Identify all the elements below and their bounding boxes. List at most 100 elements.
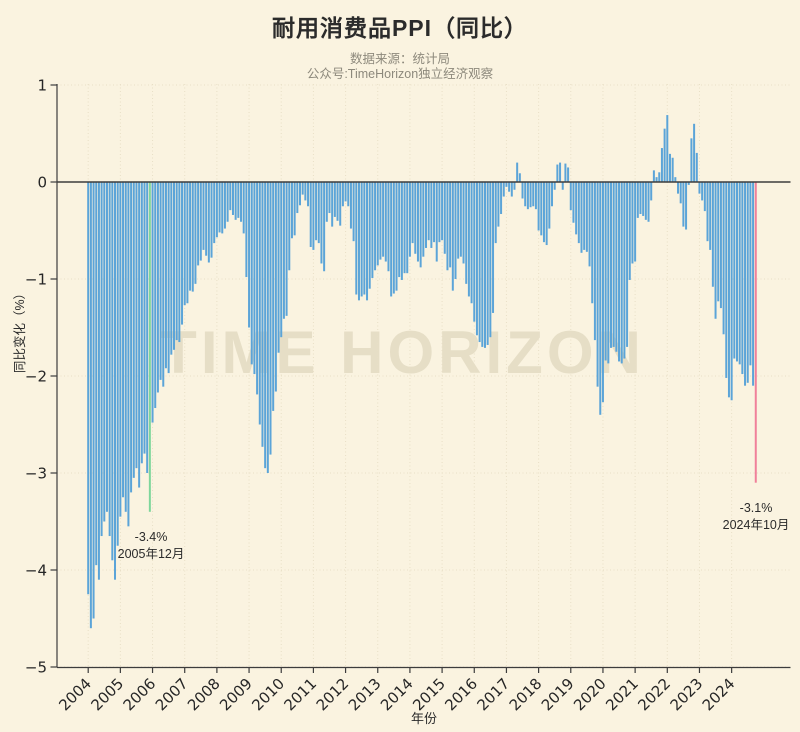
bar-2024-02 [733,182,736,359]
bar-2019-12 [599,182,602,415]
bar-2016-09 [494,182,497,244]
bar-2005-08 [138,182,141,488]
bar-2004-07 [103,182,106,522]
bar-2010-12 [309,182,312,247]
bar-2016-03 [478,182,481,343]
bar-2010-04 [288,182,291,271]
bar-2020-06 [615,182,618,352]
bar-2007-10 [207,182,210,263]
bar-2022-10 [690,138,693,182]
bar-2012-01 [344,182,347,202]
bar-2016-05 [483,182,486,348]
bar-2014-01 [408,182,411,257]
watermark-text: TIME HORIZON [160,319,645,386]
y-axis-title: 同比变化（%） [13,286,27,374]
bar-2018-03 [542,182,545,243]
bar-2022-06 [679,182,682,204]
bar-2004-04 [95,182,98,566]
bar-2017-12 [534,182,537,210]
bar-2007-09 [205,182,208,256]
bar-2016-07 [489,182,492,338]
bar-2008-08 [234,182,237,220]
bar-2005-04 [127,182,130,527]
bar-2005-12 [148,182,151,512]
bar-2004-09 [108,182,111,537]
bar-2013-10 [400,182,403,280]
bar-2010-11 [307,182,310,207]
bar-2013-02 [379,182,382,260]
y-tick-label-1: 1 [37,77,47,95]
bar-2006-06 [164,182,167,369]
bar-2021-05 [644,182,647,220]
bar-2006-05 [162,182,165,387]
bar-2013-07 [392,182,395,294]
bar-2004-02 [89,182,92,629]
bar-2018-05 [548,182,551,229]
bar-2023-08 [717,182,720,302]
y-tick-label--3: −3 [25,465,47,483]
bar-2014-12 [438,182,441,243]
bar-2021-02 [636,182,639,218]
bar-2006-03 [156,182,159,393]
bar-2010-03 [285,182,288,316]
bar-2015-01 [441,182,444,241]
bar-2005-06 [132,182,135,478]
bar-2012-03 [349,182,352,229]
wechat-subtitle: 公众号:TimeHorizon独立经济观察 [306,67,494,81]
bar-2013-04 [384,182,387,262]
y-tick-label--1: −1 [25,271,47,289]
bar-2014-10 [433,182,436,243]
y-tick-label-0: 0 [37,174,47,192]
bar-2009-05 [258,182,261,425]
bar-2021-04 [642,182,645,216]
bar-2015-12 [470,182,473,304]
bar-2019-03 [575,182,578,235]
bar-2018-02 [540,182,543,236]
bar-2020-03 [607,182,610,364]
bar-2023-05 [709,182,712,250]
bar-2020-05 [612,182,615,347]
bar-2009-02 [250,182,253,365]
y-tick-label--4: −4 [25,562,47,580]
bar-2016-11 [500,182,503,215]
bar-2015-05 [451,182,454,291]
bar-2020-07 [618,182,621,362]
bar-2005-11 [146,182,149,473]
bar-2015-06 [454,182,457,279]
bar-2019-10 [593,182,596,341]
bar-2022-11 [693,123,696,182]
bar-2019-06 [583,182,586,250]
bar-2005-03 [124,182,127,512]
bar-2007-12 [213,182,216,244]
bar-2012-02 [347,182,350,207]
bar-2024-09 [752,182,755,386]
bar-2018-12 [567,167,570,182]
bar-2019-07 [585,182,588,252]
bar-2021-08 [652,170,655,182]
bar-2017-01 [505,182,508,187]
bar-2015-11 [467,182,470,297]
bar-2020-09 [623,182,626,359]
bar-2010-06 [293,182,296,236]
bar-2022-07 [682,182,685,227]
bar-2004-10 [111,182,114,561]
bar-2023-03 [703,182,706,212]
bar-2017-09 [526,182,529,210]
bar-2008-05 [226,182,229,222]
bar-2012-08 [363,182,366,295]
bar-2019-04 [577,182,580,244]
bar-2014-08 [427,182,430,241]
bar-2014-02 [411,182,414,244]
bar-2018-01 [537,182,540,231]
bar-2024-10 [754,182,757,483]
bar-2009-12 [277,182,280,353]
bar-2007-01 [183,182,186,306]
bar-2019-05 [580,182,583,253]
bar-2006-12 [181,182,184,325]
bar-2004-11 [114,182,117,580]
bar-2005-10 [143,182,146,454]
bar-2007-11 [210,182,213,258]
bar-2011-02 [315,182,318,241]
bar-2011-10 [336,182,339,221]
